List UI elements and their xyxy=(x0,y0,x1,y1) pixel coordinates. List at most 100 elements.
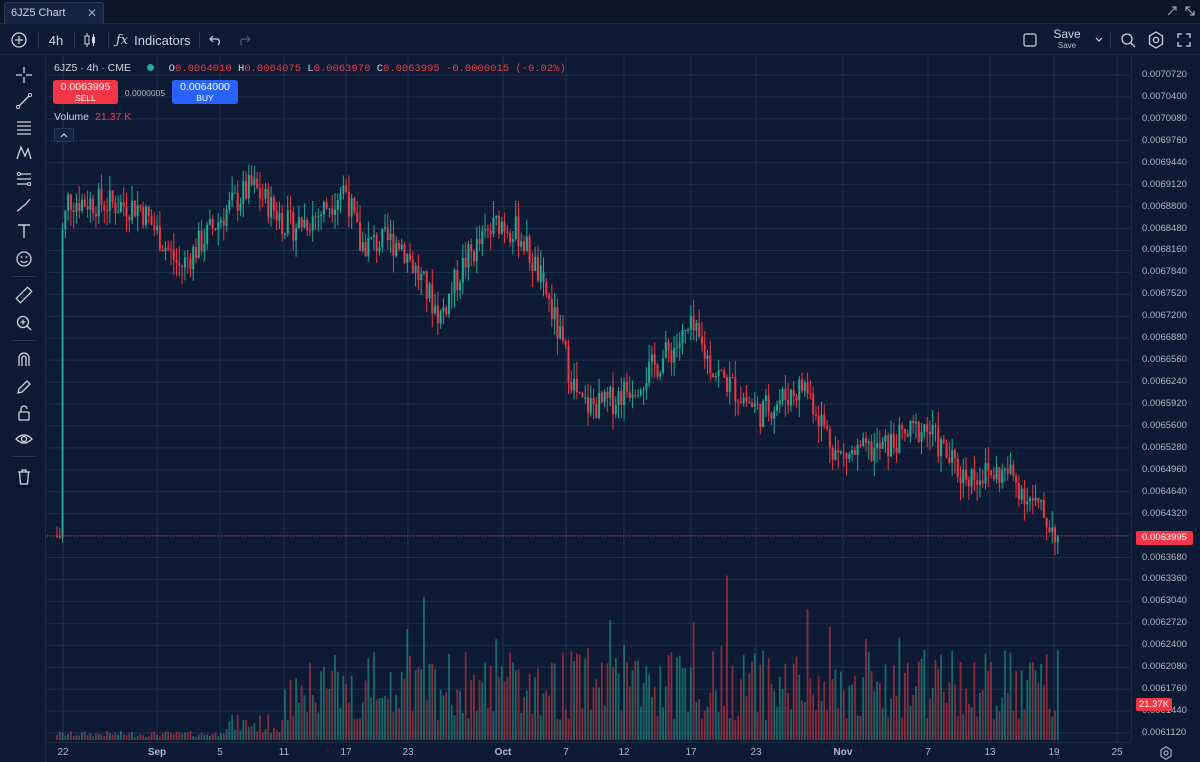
text-tool[interactable] xyxy=(13,220,35,242)
candle-body xyxy=(762,400,765,428)
save-menu-button[interactable] xyxy=(1092,29,1106,51)
candle-body xyxy=(386,227,389,241)
candle-body xyxy=(934,425,937,427)
candle-body xyxy=(970,469,973,487)
candle-body xyxy=(920,431,923,442)
candle-body xyxy=(714,375,717,378)
price-chart[interactable] xyxy=(47,56,1130,742)
popout-icon[interactable] xyxy=(1166,5,1178,17)
volume-bar xyxy=(389,671,392,740)
volume-bar xyxy=(506,676,509,740)
indicators-button[interactable]: ƒx Indicators xyxy=(116,29,194,51)
candles-icon xyxy=(84,33,95,47)
candle-body xyxy=(322,202,325,215)
emoji-tool[interactable] xyxy=(13,248,35,270)
candle-body xyxy=(181,265,184,268)
candle-body xyxy=(139,205,142,208)
volume-bar xyxy=(770,684,773,740)
pattern-tool[interactable] xyxy=(13,142,35,164)
candle-body xyxy=(370,237,373,239)
volume-bar xyxy=(659,666,662,740)
time-tick-label: 13 xyxy=(984,747,996,758)
collapse-legend-button[interactable] xyxy=(54,128,74,142)
volume-bar xyxy=(103,736,106,740)
axis-settings-button[interactable] xyxy=(1159,746,1173,760)
maximize-icon[interactable] xyxy=(1184,5,1196,17)
crosshair-tool[interactable] xyxy=(13,64,35,86)
candle-body xyxy=(431,283,434,314)
chart-type-button[interactable] xyxy=(80,29,100,51)
candle-body xyxy=(61,229,64,538)
buy-button[interactable]: 0.0064000 BUY xyxy=(172,80,238,104)
candle-body xyxy=(698,323,701,337)
fib-tool[interactable] xyxy=(13,116,35,138)
redo-button[interactable] xyxy=(234,29,254,51)
trend-line-tool[interactable] xyxy=(13,90,35,112)
volume-bar xyxy=(423,596,425,740)
volume-bar xyxy=(464,652,467,740)
volume-bar xyxy=(670,652,673,740)
window-tab[interactable]: 6JZ5 Chart ✕ xyxy=(4,2,104,24)
volume-bar xyxy=(681,667,684,740)
time-axis[interactable]: 22 Sep 5 11 17 23 Oct 7 12 17 23 Nov 7 13 19 25 xyxy=(47,742,1172,762)
volume-bar xyxy=(106,731,108,740)
close-tab-icon[interactable]: ✕ xyxy=(86,6,97,20)
legend-symbol[interactable]: 6JZ5 · 4h · CME xyxy=(54,62,132,74)
add-symbol-button[interactable] xyxy=(8,29,30,51)
chart-pane[interactable] xyxy=(47,56,1130,742)
price-tick-label: 0.0066880 xyxy=(1142,332,1187,344)
volume-bar xyxy=(923,650,926,740)
gear-icon xyxy=(1160,746,1172,760)
lock-tool[interactable] xyxy=(13,402,35,424)
volume-bar xyxy=(915,686,917,740)
candle-body xyxy=(300,217,303,228)
draw-mode-tool[interactable] xyxy=(13,376,35,398)
projection-tool[interactable] xyxy=(13,168,35,190)
brush-tool[interactable] xyxy=(13,194,35,216)
volume-bar xyxy=(828,626,831,740)
time-tick-label: 5 xyxy=(217,747,223,758)
volume-legend[interactable]: Volume 21.37 K xyxy=(54,111,131,123)
undo-button[interactable] xyxy=(206,29,226,51)
volume-bar xyxy=(904,672,906,740)
candle-body xyxy=(631,394,634,398)
ruler-tool[interactable] xyxy=(13,284,35,306)
candle-body xyxy=(481,230,484,245)
volume-bar xyxy=(726,575,728,740)
layout-button[interactable] xyxy=(1020,29,1040,51)
volume-bar xyxy=(862,677,865,740)
zoom-tool[interactable] xyxy=(13,312,35,334)
fullscreen-button[interactable] xyxy=(1174,29,1194,51)
volume-bar xyxy=(631,670,634,740)
settings-button[interactable] xyxy=(1146,29,1166,51)
current-volume-tag: 21.37K xyxy=(1136,698,1172,711)
candle-body xyxy=(1012,464,1015,476)
candle-body xyxy=(820,414,823,427)
candle-body xyxy=(723,370,726,378)
volume-bar xyxy=(459,691,461,740)
volume-bar xyxy=(295,678,297,740)
horizontal-lines-icon xyxy=(17,121,31,135)
candle-body xyxy=(959,477,962,484)
candle-body xyxy=(731,376,734,378)
quick-search-button[interactable] xyxy=(1118,29,1138,51)
sell-button[interactable]: 0.0063995 SELL xyxy=(53,80,118,104)
volume-bar xyxy=(131,732,133,740)
volume-bar xyxy=(523,696,525,740)
candle-body xyxy=(592,397,595,405)
candle-body xyxy=(842,451,845,453)
pattern-icon xyxy=(16,145,32,160)
volume-bar xyxy=(122,734,125,740)
volume-bar xyxy=(425,700,428,740)
current-price-tag: 0.0063995 xyxy=(1136,531,1193,545)
remove-drawings-tool[interactable] xyxy=(13,466,35,488)
candle-body xyxy=(267,188,270,218)
visibility-tool[interactable] xyxy=(13,428,35,450)
candle-body xyxy=(753,403,756,407)
volume-bar xyxy=(934,660,937,740)
time-tick-label: 23 xyxy=(402,747,414,758)
price-axis[interactable]: 0.0070720 0.0070400 0.0070080 0.0069760 0.00… xyxy=(1131,56,1200,742)
interval-button[interactable]: 4h xyxy=(48,32,64,48)
save-button[interactable]: Save Save xyxy=(1048,28,1086,51)
magnet-tool[interactable] xyxy=(13,348,35,370)
